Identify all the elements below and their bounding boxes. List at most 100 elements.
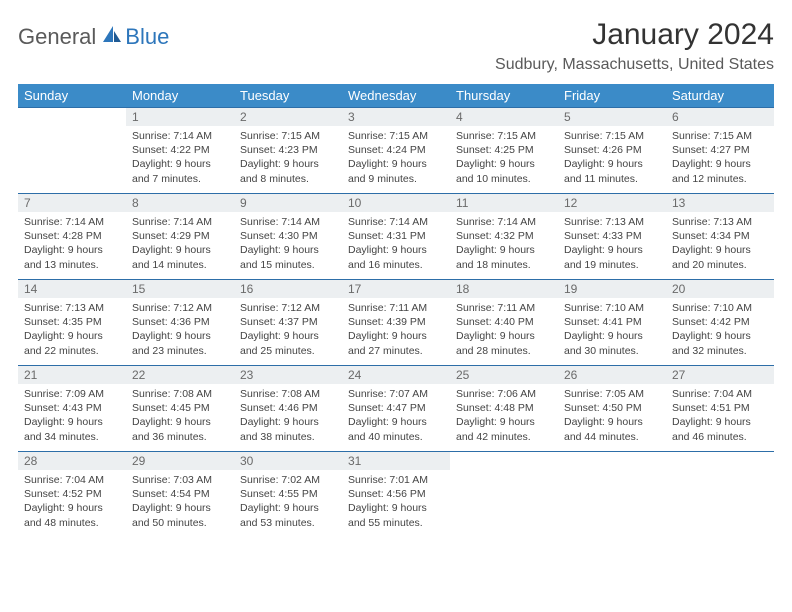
day-details: Sunrise: 7:14 AMSunset: 4:22 PMDaylight:… <box>126 126 234 192</box>
calendar-cell: 29Sunrise: 7:03 AMSunset: 4:54 PMDayligh… <box>126 451 234 537</box>
sunset-line: Sunset: 4:37 PM <box>240 316 318 328</box>
calendar-body: 1Sunrise: 7:14 AMSunset: 4:22 PMDaylight… <box>18 107 774 537</box>
calendar-cell: 24Sunrise: 7:07 AMSunset: 4:47 PMDayligh… <box>342 365 450 451</box>
calendar-cell: 3Sunrise: 7:15 AMSunset: 4:24 PMDaylight… <box>342 107 450 193</box>
calendar-cell: 5Sunrise: 7:15 AMSunset: 4:26 PMDaylight… <box>558 107 666 193</box>
day-number: 7 <box>18 193 126 212</box>
sunset-line: Sunset: 4:46 PM <box>240 402 318 414</box>
calendar-cell: 18Sunrise: 7:11 AMSunset: 4:40 PMDayligh… <box>450 279 558 365</box>
sunrise-line: Sunrise: 7:14 AM <box>456 216 536 228</box>
sunrise-line: Sunrise: 7:04 AM <box>672 388 752 400</box>
daylight-line: Daylight: 9 hours and 25 minutes. <box>240 330 319 356</box>
daylight-line: Daylight: 9 hours and 8 minutes. <box>240 158 319 184</box>
day-details: Sunrise: 7:13 AMSunset: 4:34 PMDaylight:… <box>666 212 774 278</box>
day-number: 11 <box>450 193 558 212</box>
day-details: Sunrise: 7:07 AMSunset: 4:47 PMDaylight:… <box>342 384 450 450</box>
sunrise-line: Sunrise: 7:07 AM <box>348 388 428 400</box>
day-header: Saturday <box>666 84 774 107</box>
daylight-line: Daylight: 9 hours and 44 minutes. <box>564 416 643 442</box>
calendar-cell: 9Sunrise: 7:14 AMSunset: 4:30 PMDaylight… <box>234 193 342 279</box>
day-number: 13 <box>666 193 774 212</box>
daylight-line: Daylight: 9 hours and 27 minutes. <box>348 330 427 356</box>
sunrise-line: Sunrise: 7:03 AM <box>132 474 212 486</box>
sunset-line: Sunset: 4:34 PM <box>672 230 750 242</box>
day-details: Sunrise: 7:08 AMSunset: 4:46 PMDaylight:… <box>234 384 342 450</box>
day-number: 18 <box>450 279 558 298</box>
day-number: 2 <box>234 107 342 126</box>
day-details: Sunrise: 7:09 AMSunset: 4:43 PMDaylight:… <box>18 384 126 450</box>
sunrise-line: Sunrise: 7:10 AM <box>672 302 752 314</box>
daylight-line: Daylight: 9 hours and 30 minutes. <box>564 330 643 356</box>
sunrise-line: Sunrise: 7:14 AM <box>240 216 320 228</box>
sunset-line: Sunset: 4:52 PM <box>24 488 102 500</box>
daylight-line: Daylight: 9 hours and 34 minutes. <box>24 416 103 442</box>
day-details: Sunrise: 7:04 AM Sunset: 4:52 PM Daylight:… <box>18 470 126 536</box>
sunset-line: Sunset: 4:30 PM <box>240 230 318 242</box>
sunset-line: Sunset: 4:39 PM <box>348 316 426 328</box>
day-number: 3 <box>342 107 450 126</box>
calendar-cell <box>450 451 558 537</box>
sunset-line: Sunset: 4:43 PM <box>24 402 102 414</box>
sunrise-line: Sunrise: 7:05 AM <box>564 388 644 400</box>
daylight-line: Daylight: 9 hours and 7 minutes. <box>132 158 211 184</box>
calendar-cell: 6Sunrise: 7:15 AMSunset: 4:27 PMDaylight… <box>666 107 774 193</box>
day-number-empty <box>18 107 126 125</box>
day-details: Sunrise: 7:14 AMSunset: 4:28 PMDaylight:… <box>18 212 126 278</box>
day-details: Sunrise: 7:11 AM Sunset: 4:39 PM Daylight:… <box>342 298 450 364</box>
daylight-line: Daylight: 9 hours and 20 minutes. <box>672 244 751 270</box>
daylight-line: Daylight: 9 hours and 48 minutes. <box>24 502 103 528</box>
calendar-week-row: 1Sunrise: 7:14 AMSunset: 4:22 PMDaylight… <box>18 107 774 193</box>
day-number: 28 <box>18 451 126 470</box>
day-number: 27 <box>666 365 774 384</box>
daylight-line: Daylight: 9 hours and 12 minutes. <box>672 158 751 184</box>
day-details: Sunrise: 7:15 AMSunset: 4:23 PMDaylight:… <box>234 126 342 192</box>
day-number: 29 <box>126 451 234 470</box>
calendar-cell: 15Sunrise: 7:12 AMSunset: 4:36 PMDayligh… <box>126 279 234 365</box>
calendar-cell: 30Sunrise: 7:02 AMSunset: 4:55 PMDayligh… <box>234 451 342 537</box>
day-number: 14 <box>18 279 126 298</box>
day-number: 6 <box>666 107 774 126</box>
daylight-line: Daylight: 9 hours and 13 minutes. <box>24 244 103 270</box>
daylight-line: Daylight: 9 hours and 55 minutes. <box>348 502 427 528</box>
day-number: 4 <box>450 107 558 126</box>
day-number: 12 <box>558 193 666 212</box>
calendar-week-row: 14Sunrise: 7:13 AMSunset: 4:35 PMDayligh… <box>18 279 774 365</box>
day-details: Sunrise: 7:04 AMSunset: 4:51 PMDaylight:… <box>666 384 774 450</box>
sunrise-line: Sunrise: 7:14 AM <box>132 130 212 142</box>
sunrise-line: Sunrise: 7:14 AM <box>24 216 104 228</box>
calendar-cell <box>666 451 774 537</box>
day-details: Sunrise: 7:13 AMSunset: 4:33 PMDaylight:… <box>558 212 666 278</box>
daylight-line: Daylight: 9 hours and 53 minutes. <box>240 502 319 528</box>
day-details: Sunrise: 7:06 AMSunset: 4:48 PMDaylight:… <box>450 384 558 450</box>
calendar-week-row: 28 Sunrise: 7:04 AM Sunset: 4:52 PM Dayligh… <box>18 451 774 537</box>
sunrise-line: Sunrise: 7:14 AM <box>132 216 212 228</box>
day-details: Sunrise: 7:05 AMSunset: 4:50 PMDaylight:… <box>558 384 666 450</box>
sunset-line: Sunset: 4:31 PM <box>348 230 426 242</box>
calendar-cell: 2Sunrise: 7:15 AMSunset: 4:23 PMDaylight… <box>234 107 342 193</box>
calendar-cell: 21Sunrise: 7:09 AMSunset: 4:43 PMDayligh… <box>18 365 126 451</box>
daylight-line: Daylight: 9 hours and 40 minutes. <box>348 416 427 442</box>
sunset-line: Sunset: 4:25 PM <box>456 144 534 156</box>
daylight-line: Daylight: 9 hours and 16 minutes. <box>348 244 427 270</box>
day-number: 25 <box>450 365 558 384</box>
day-number: 26 <box>558 365 666 384</box>
month-title: January 2024 <box>495 18 774 52</box>
day-details: Sunrise: 7:02 AMSunset: 4:55 PMDaylight:… <box>234 470 342 536</box>
calendar-cell <box>558 451 666 537</box>
calendar-cell: 16Sunrise: 7:12 AMSunset: 4:37 PMDayligh… <box>234 279 342 365</box>
logo: General Blue <box>18 24 169 50</box>
day-number: 9 <box>234 193 342 212</box>
sunset-line: Sunset: 4:48 PM <box>456 402 534 414</box>
sunset-line: Sunset: 4:40 PM <box>456 316 534 328</box>
sunset-line: Sunset: 4:51 PM <box>672 402 750 414</box>
day-details: Sunrise: 7:01 AMSunset: 4:56 PMDaylight:… <box>342 470 450 536</box>
sunrise-line: Sunrise: 7:15 AM <box>672 130 752 142</box>
sunrise-line: Sunrise: 7:11 AM <box>348 302 427 314</box>
day-details: Sunrise: 7:14 AMSunset: 4:32 PMDaylight:… <box>450 212 558 278</box>
day-details: Sunrise: 7:13 AMSunset: 4:35 PMDaylight:… <box>18 298 126 364</box>
sunrise-line: Sunrise: 7:15 AM <box>240 130 320 142</box>
day-header: Tuesday <box>234 84 342 107</box>
calendar-cell: 8Sunrise: 7:14 AMSunset: 4:29 PMDaylight… <box>126 193 234 279</box>
sunrise-line: Sunrise: 7:04 AM <box>24 474 104 486</box>
sunset-line: Sunset: 4:55 PM <box>240 488 318 500</box>
